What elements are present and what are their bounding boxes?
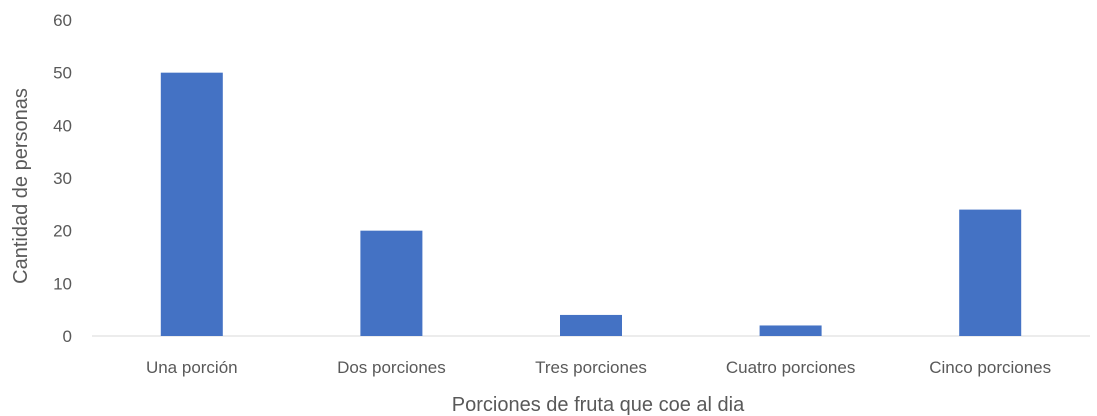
x-axis-ticks: Una porción Dos porciones Tres porciones Cu… [146, 358, 1051, 377]
bar [560, 314, 622, 336]
x-axis-title: Porciones de fruta que coe al dia [452, 394, 745, 416]
y-axis-title: Cantidad de personas [10, 88, 32, 284]
y-tick-label: 0 [63, 327, 72, 346]
bars-group [160, 72, 1022, 337]
x-tick-label: Una porción [146, 358, 238, 377]
y-tick-label: 40 [53, 116, 72, 135]
y-tick-label: 60 [53, 11, 72, 30]
x-tick-label: Cinco porciones [929, 358, 1051, 377]
x-tick-label: Dos porciones [337, 358, 446, 377]
bar [959, 209, 1022, 336]
bar [759, 325, 822, 336]
y-tick-label: 20 [53, 222, 72, 241]
y-tick-label: 10 [53, 274, 72, 293]
bar [160, 72, 223, 337]
y-tick-label: 30 [53, 169, 72, 188]
y-tick-label: 50 [53, 64, 72, 83]
bar [360, 230, 423, 336]
x-tick-label: Tres porciones [535, 358, 647, 377]
x-tick-label: Cuatro porciones [726, 358, 855, 377]
y-axis-ticks: 0 10 20 30 40 50 60 [53, 11, 72, 346]
